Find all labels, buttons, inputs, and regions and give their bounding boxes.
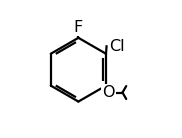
Text: Cl: Cl xyxy=(109,39,124,54)
Text: O: O xyxy=(102,85,115,100)
Text: F: F xyxy=(74,20,83,35)
